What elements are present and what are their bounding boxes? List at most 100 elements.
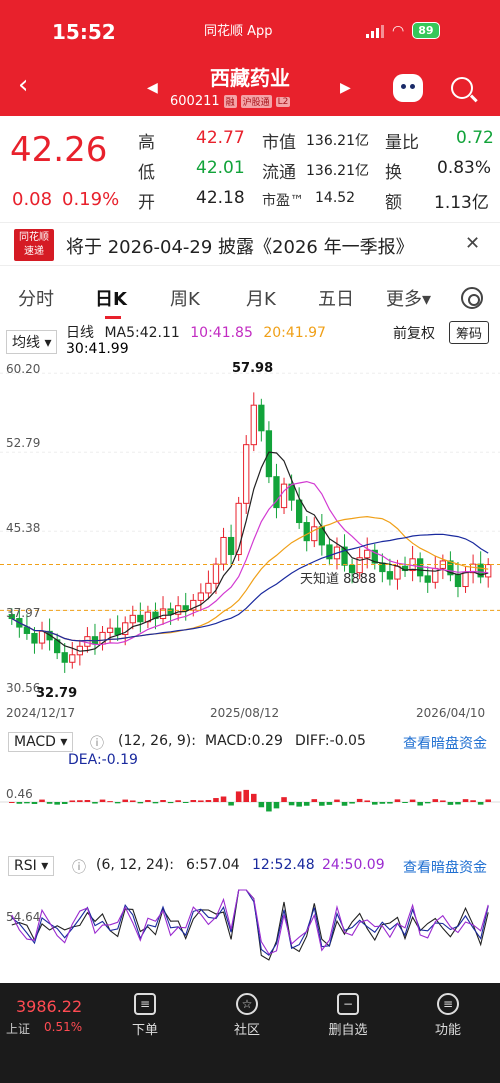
settings-icon[interactable] (461, 287, 483, 309)
macd-bar (152, 802, 159, 804)
community-label: 社区 (233, 1023, 260, 1038)
back-icon[interactable]: ‹ (18, 70, 29, 100)
chips-button[interactable]: 筹码 (449, 321, 490, 344)
macd-select[interactable]: MACD ▾ (8, 732, 74, 752)
turnover-label: 换 (385, 163, 402, 183)
macd-bar (364, 800, 370, 802)
x-tick-3: 2026/04/10 (416, 706, 486, 720)
candle-body (469, 563, 477, 574)
robot-assistant-icon[interactable] (393, 74, 423, 102)
dark-pool-link-macd[interactable]: 查看暗盘资金 (403, 736, 487, 752)
ma30-line (11, 533, 489, 642)
macd-bar (31, 802, 38, 804)
open-label: 开 (138, 193, 155, 213)
functions-button[interactable]: ≡ 功能 (413, 993, 483, 1038)
adjust-toggle[interactable]: 前复权 (393, 326, 435, 342)
status-time: 15:52 (52, 20, 116, 44)
search-icon[interactable] (451, 77, 473, 99)
x-tick-1: 2024/12/17 (6, 706, 76, 720)
help-icon-rsi[interactable]: ⓘ (72, 860, 86, 876)
candle-body (296, 499, 303, 524)
tab-weekly[interactable]: 周K (170, 289, 200, 310)
stock-code: 600211 (170, 94, 220, 109)
news-logo-line1: 同花顺 (19, 232, 49, 243)
news-logo-line2: 速递 (24, 246, 44, 257)
dark-pool-link-rsi[interactable]: 查看暗盘资金 (403, 860, 487, 876)
macd-level: 0.46 (6, 787, 33, 801)
index-value[interactable]: 3986.22 (16, 997, 83, 1016)
ma-legend-row1: 日线 MA5:42.11 10:41.85 20:41.97 (66, 322, 326, 342)
macd-bar (281, 797, 287, 802)
float-label: 流通 (262, 163, 296, 183)
candle-body (258, 404, 265, 432)
macd-bar (39, 799, 45, 802)
candle-body (61, 652, 68, 663)
candle-body (38, 630, 46, 644)
indicator-select[interactable]: 均线 ▾ (6, 330, 58, 354)
price-change-pct: 0.19% (62, 189, 120, 210)
close-icon[interactable]: ✕ (465, 233, 481, 254)
candle-body (311, 526, 318, 542)
candle-body (394, 565, 401, 580)
macd-bar (447, 802, 454, 805)
candlestick-chart[interactable] (0, 355, 500, 725)
tag-margin: 融 (223, 95, 237, 108)
rsi-select[interactable]: RSI ▾ (8, 856, 55, 876)
community-button[interactable]: ☆ 社区 (212, 993, 282, 1038)
candle-body (114, 627, 121, 636)
candle-body (303, 522, 310, 542)
macd-bar (387, 802, 393, 804)
macd-bar (46, 802, 53, 804)
macd-bar (99, 799, 106, 802)
order-button[interactable]: ≡ 下单 (110, 993, 180, 1038)
macd-bar (205, 800, 212, 802)
candle-body (341, 546, 348, 566)
macd-bar (130, 800, 136, 802)
macd-bar (24, 802, 30, 804)
low-value: 42.01 (196, 158, 245, 178)
next-stock-icon[interactable]: ▶ (340, 80, 351, 96)
help-icon[interactable]: ⓘ (90, 736, 104, 752)
ma5-line (11, 451, 489, 652)
tab-monthly[interactable]: 月K (246, 289, 276, 310)
candle-body (129, 614, 136, 624)
news-text[interactable]: 将于 2026-04-29 披露《2026 年一季报》 (66, 237, 414, 258)
news-banner[interactable]: 同花顺 速递 将于 2026-04-29 披露《2026 年一季报》 ✕ (0, 222, 500, 266)
mcap-label: 市值 (262, 133, 296, 153)
tab-five-day[interactable]: 五日 (318, 289, 354, 310)
tab-daily[interactable]: 日K (95, 285, 127, 319)
rsi6-line (11, 889, 489, 961)
macd-bar (273, 802, 280, 809)
ma20-value: 20:41.97 (263, 325, 326, 341)
battery-icon: 89 (412, 22, 440, 39)
macd-bar (61, 802, 68, 804)
candle-body (106, 627, 114, 633)
high-value: 42.77 (196, 128, 245, 148)
macd-bar (9, 802, 15, 803)
last-price: 42.26 (10, 130, 108, 170)
stock-name: 西藏药业 (210, 66, 290, 90)
tab-more[interactable]: 更多▾ (386, 289, 432, 310)
x-tick-2: 2025/08/12 (210, 706, 280, 720)
candle-body (485, 564, 492, 578)
prev-stock-icon[interactable]: ◀ (147, 80, 158, 96)
tab-intraday[interactable]: 分时 (18, 289, 54, 310)
macd-bar (160, 800, 166, 802)
macd-bar (235, 791, 242, 802)
y-tick-3: 45.38 (6, 521, 41, 535)
macd-bar (54, 802, 60, 805)
ma10-value: 10:41.85 (190, 325, 253, 341)
macd-bar (288, 802, 295, 806)
order-label: 下单 (131, 1023, 158, 1038)
bottom-bar: 3986.22 上证 0.51% ≡ 下单 ☆ 社区 − 删自选 ≡ 功能 (0, 983, 500, 1083)
macd-params: (12, 26, 9): (118, 733, 196, 749)
open-value: 42.18 (196, 188, 245, 208)
macd-bar (190, 800, 197, 802)
quote-panel: 42.26 0.08 0.19% 高 42.77 低 42.01 开 42.18… (0, 116, 500, 216)
candle-body (220, 536, 227, 565)
community-icon: ☆ (236, 993, 258, 1015)
menu-icon: ≡ (437, 993, 459, 1015)
ma5-value: MA5:42.11 (104, 325, 180, 341)
remove-watchlist-button[interactable]: − 删自选 (313, 993, 383, 1038)
